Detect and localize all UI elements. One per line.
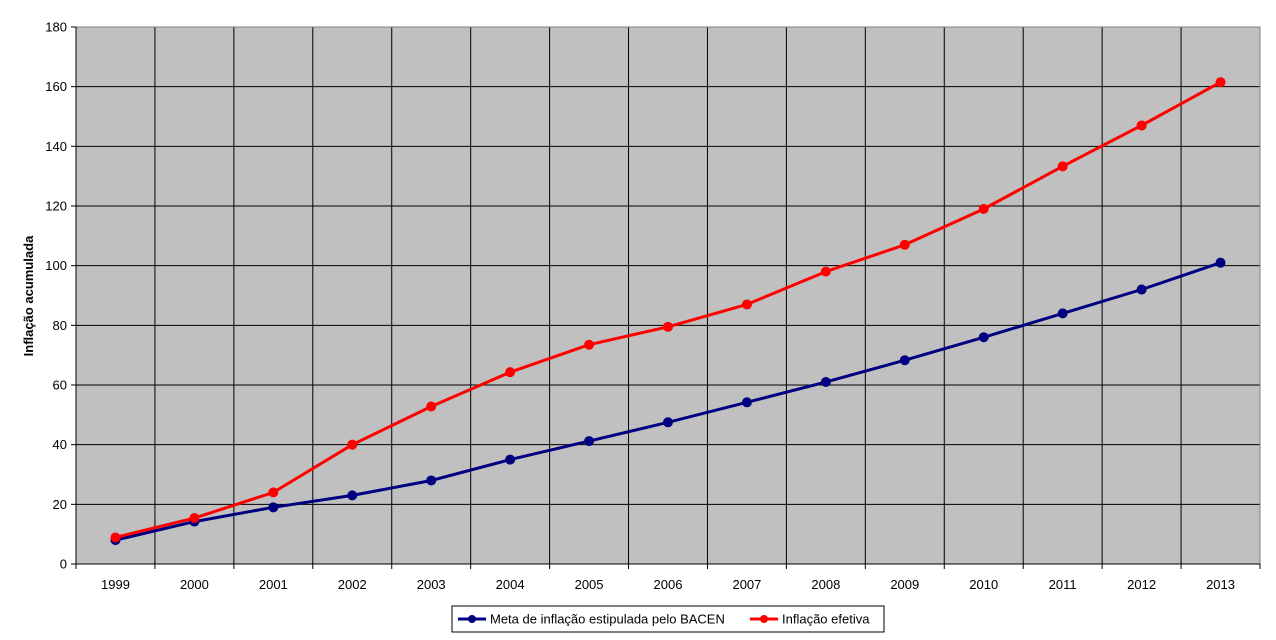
x-tick-labels: 1999 2000 2001 2002 2003 2004 2005 2006 2007 2008… [75, 564, 1261, 592]
y-tick-label: 100 [45, 258, 67, 273]
data-point [663, 321, 673, 332]
y-tick-label: 40 [53, 437, 67, 452]
data-point [505, 454, 516, 465]
data-point [584, 436, 595, 447]
legend-marker [760, 615, 768, 623]
data-point [268, 502, 279, 513]
data-point [1136, 284, 1147, 295]
data-point [741, 397, 752, 408]
data-point [426, 475, 437, 486]
x-tick-label: 1999 [101, 577, 130, 592]
series-1 [110, 257, 1226, 546]
data-point [347, 490, 358, 501]
data-point [1215, 257, 1226, 268]
data-point [978, 332, 989, 343]
x-tick-label: 2000 [180, 577, 209, 592]
series-group [110, 77, 1226, 546]
legend-label: Meta de inflação estipulada pelo BACEN [490, 612, 725, 627]
data-point [268, 487, 279, 498]
legend-label: Inflação efetiva [782, 612, 870, 627]
y-tick-labels: 0 20 40 60 80 100 120 140 160 180 [45, 20, 76, 572]
data-point [1215, 77, 1226, 88]
x-tick-label: 2004 [496, 577, 525, 592]
vertical-gridlines [154, 27, 1182, 564]
y-tick-label: 180 [45, 20, 67, 35]
y-tick-label: 120 [45, 199, 67, 214]
x-tick-label: 2009 [890, 577, 919, 592]
x-tick-label: 2003 [417, 577, 446, 592]
x-tick-label: 2012 [1127, 577, 1156, 592]
y-tick-label: 60 [53, 378, 67, 393]
y-tick-label: 0 [60, 557, 67, 572]
x-tick-label: 2001 [259, 577, 288, 592]
data-point [899, 239, 910, 250]
legend-marker [468, 615, 476, 623]
y-tick-label: 140 [45, 139, 67, 154]
axes [75, 27, 1260, 565]
x-tick-label: 2011 [1049, 577, 1077, 592]
x-tick-label: 2002 [338, 577, 367, 592]
y-tick-label: 80 [53, 318, 67, 333]
data-point [505, 367, 516, 378]
data-point [978, 203, 989, 214]
legend-box [451, 605, 885, 633]
data-point [110, 532, 121, 543]
legend: Meta de inflação estipulada pelo BACEN In… [451, 605, 885, 633]
plot-area [76, 27, 1260, 564]
x-tick-label: 2013 [1206, 577, 1235, 592]
data-point [820, 377, 831, 388]
series-2 [110, 77, 1226, 543]
y-tick-label: 20 [53, 497, 67, 512]
x-tick-label: 2007 [732, 577, 761, 592]
data-point [899, 355, 910, 366]
x-tick-label: 2008 [811, 577, 840, 592]
data-point [189, 513, 200, 524]
data-point [584, 339, 595, 350]
data-point [820, 266, 831, 277]
data-point [1057, 161, 1068, 172]
data-point [741, 299, 752, 310]
x-tick-label: 2006 [654, 577, 683, 592]
data-point [426, 401, 437, 412]
data-point [663, 417, 673, 428]
y-tick-label: 160 [45, 79, 67, 94]
x-tick-label: 2005 [575, 577, 604, 592]
data-point [1136, 120, 1147, 131]
data-point [1057, 308, 1068, 319]
y-axis-label: Inflação acumulada [21, 235, 36, 356]
x-tick-label: 2010 [969, 577, 998, 592]
data-point [347, 439, 358, 450]
